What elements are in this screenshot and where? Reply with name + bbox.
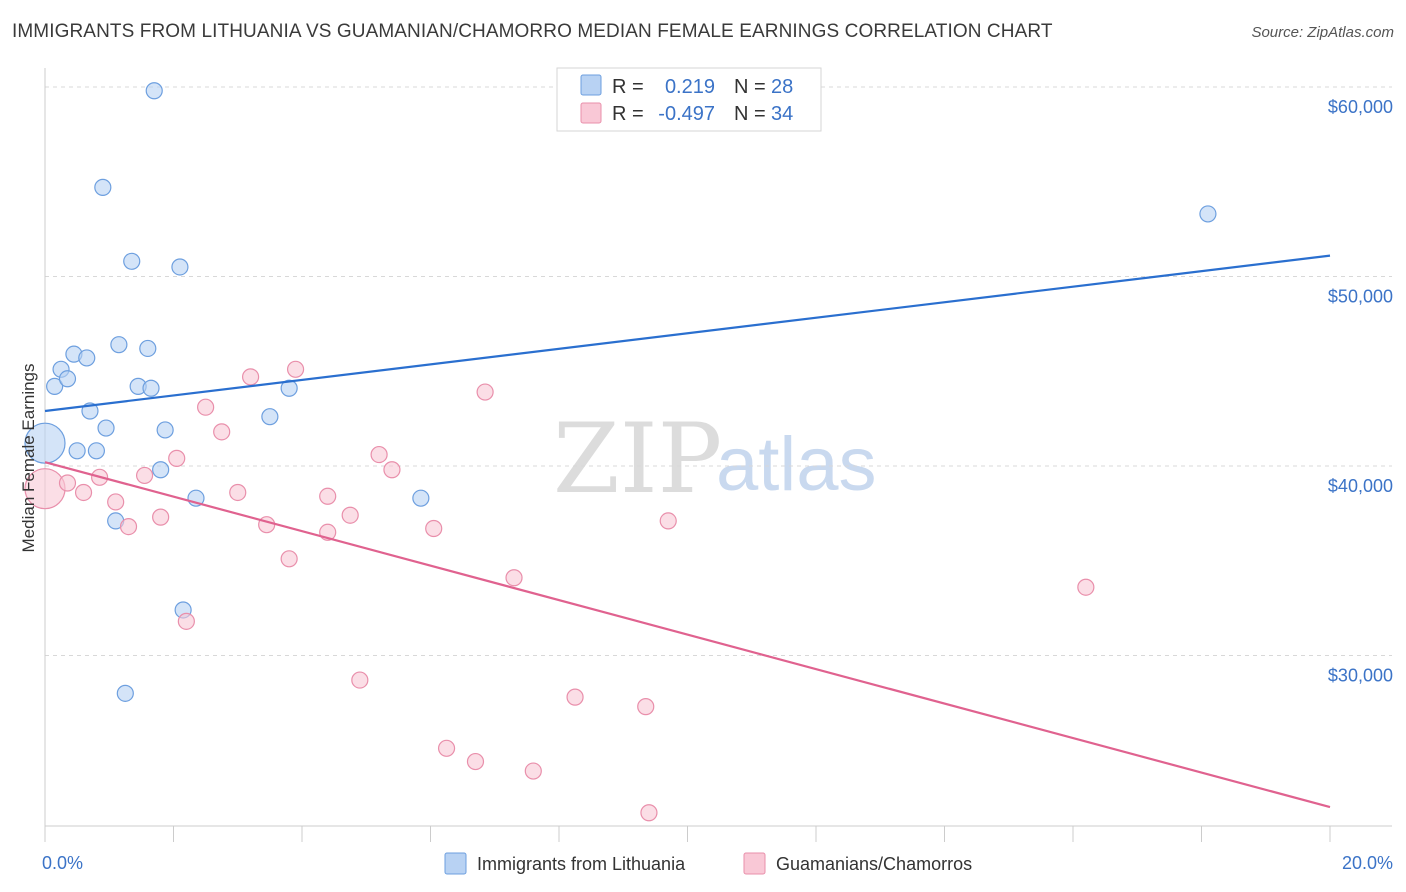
grid [45, 86, 1392, 656]
lithuania-point [280, 379, 298, 397]
lithuania-point [139, 339, 157, 358]
source-credit: Source: ZipAtlas.com [1251, 24, 1394, 41]
guamanian-point [74, 483, 93, 502]
series-legend: Immigrants from Lithuania Guamanians/Cha… [444, 852, 972, 875]
lithuania-point [110, 336, 128, 354]
y-tick-label: $30,000 [1328, 665, 1393, 685]
series-label-guamanian: Guamanians/Chamorros [776, 854, 972, 874]
guamanian-point [135, 466, 154, 485]
guamanian-point [341, 506, 359, 524]
data-points [24, 82, 1217, 822]
guamanian-point [476, 383, 494, 401]
y-tick-label: $50,000 [1328, 286, 1393, 306]
guamanian-point [351, 671, 369, 689]
chart-title: IMMIGRANTS FROM LITHUANIA VS GUAMANIAN/C… [12, 21, 1053, 42]
lithuania-point [97, 419, 115, 437]
y-axis-title: Median Female Earnings [19, 364, 38, 553]
lithuania-point [46, 377, 64, 395]
lithuania-point [78, 349, 96, 367]
y-tick-label: $40,000 [1328, 476, 1393, 496]
lithuania-point [145, 82, 163, 100]
watermark-zip: ZIP [553, 403, 722, 515]
legend-n-value: 28 [771, 76, 793, 98]
lithuania-point [123, 252, 141, 270]
lithuania-point [152, 461, 170, 479]
guamanian-point [437, 739, 456, 757]
guamanian-point [637, 698, 655, 716]
lithuania-trend-line [44, 254, 1331, 413]
guamanian-point [58, 474, 77, 492]
guamanian-point [1077, 578, 1095, 596]
guamanian-point [152, 508, 170, 526]
guamanian-point [659, 512, 677, 530]
guamanian-point [280, 550, 298, 568]
series-swatch-blue [444, 852, 467, 875]
legend-r-value: -0.497 [658, 103, 715, 125]
guamanian-point [370, 445, 388, 464]
lithuania-point [261, 408, 279, 426]
y-tick-label: $60,000 [1328, 97, 1393, 117]
legend-n-label: N = [734, 76, 766, 98]
guamanian-point [229, 483, 247, 502]
series-swatch-pink [743, 852, 766, 875]
guamanian-point [168, 449, 186, 467]
legend-r-value: 0.219 [665, 76, 715, 98]
guamanian-point [177, 612, 195, 630]
watermark-atlas: atlas [716, 422, 877, 507]
legend-swatch-blue [580, 74, 602, 96]
guamanian-point [107, 493, 125, 511]
guamanian-point [242, 368, 260, 386]
guamanian-point [383, 461, 401, 479]
lithuania-point [412, 489, 430, 507]
guamanian-trend-line [44, 461, 1331, 809]
lithuania-point [171, 258, 189, 276]
legend-n-value: 34 [771, 103, 793, 125]
x-tick-label: 0.0% [42, 853, 83, 873]
axes: $30,000 $40,000 $50,000 $60,000 0.0% 20.0% [42, 68, 1393, 873]
watermark: ZIP atlas [553, 403, 877, 515]
lithuania-point [58, 370, 77, 388]
legend-r-label: R = [612, 76, 644, 98]
legend-swatch-pink [580, 102, 602, 124]
legend-n-label: N = [734, 103, 766, 125]
guamanian-point [640, 804, 658, 822]
guamanian-point [319, 487, 337, 505]
guamanian-point [213, 423, 231, 441]
trend-lines [44, 254, 1331, 809]
lithuania-point [1199, 205, 1217, 223]
lithuania-point [94, 178, 112, 196]
guamanian-point [505, 569, 523, 587]
series-label-lithuania: Immigrants from Lithuania [477, 854, 686, 874]
lithuania-point [156, 421, 174, 439]
legend-r-label: R = [612, 103, 644, 125]
guamanian-point [566, 688, 584, 706]
lithuania-point [87, 442, 106, 460]
guamanian-point [524, 762, 542, 780]
guamanian-point [197, 398, 215, 416]
lithuania-point [68, 442, 86, 460]
guamanian-point [286, 360, 305, 378]
guamanian-point [425, 519, 443, 538]
lithuania-point [116, 684, 134, 702]
lithuania-point [142, 379, 160, 397]
x-tick-label: 20.0% [1342, 853, 1393, 873]
correlation-legend: R = 0.219 N = 28 R = -0.497 N = 34 [556, 67, 822, 132]
guamanian-point [466, 752, 485, 771]
guamanian-point [119, 517, 138, 536]
